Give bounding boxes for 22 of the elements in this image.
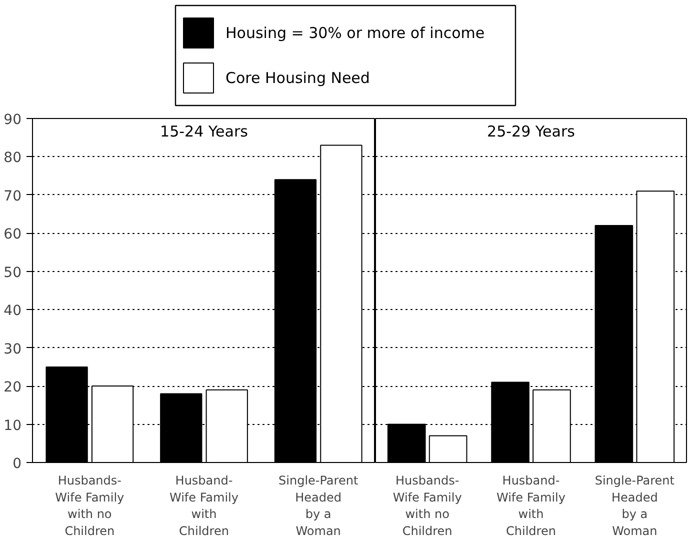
x-tick-label: Single-Parent Headed by a Woman [278,474,358,538]
x-tick-label: Husbands- Wife Family with no Children [392,474,462,538]
y-tick-label: 60 [4,226,22,243]
y-tick-label: 90 [4,112,22,128]
y-tick-label: 50 [4,264,22,281]
x-tick-label: Single-Parent Headed by a Woman [594,474,675,538]
y-tick-label: 30 [4,341,22,358]
y-tick-label: 0 [12,456,22,472]
chart-title: 15-24 Years [160,122,248,140]
chart-title: 25-29 Years [487,122,576,140]
bar [428,435,468,462]
y-tick-label: 20 [4,380,22,396]
y-tick-label: 70 [4,188,22,204]
x-tick-label: Husbands- Wife Family with no Children [55,474,124,538]
y-tick-label: 40 [4,303,22,320]
legend-label: Core Housing Need [226,69,370,87]
legend-label: Housing = 30% or more of income [226,24,485,42]
y-tick-label: 10 [4,418,22,434]
y-tick-label: 80 [4,150,22,166]
x-tick-label: Husband- Wife Family with Children [496,474,566,538]
bar [594,225,634,462]
x-tick-label: Husband- Wife Family with Children [170,474,238,538]
